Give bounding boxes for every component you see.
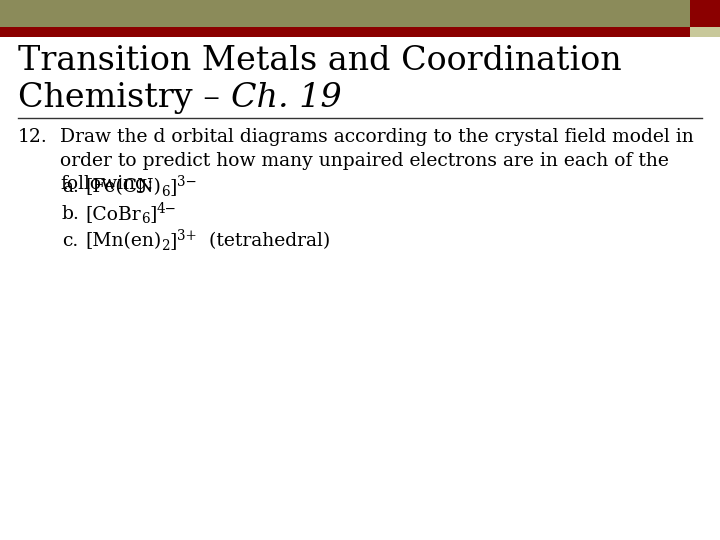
Text: ]: ]: [170, 232, 177, 251]
Text: 4−: 4−: [157, 202, 176, 216]
Text: 3−: 3−: [177, 175, 197, 189]
Text: Chemistry –: Chemistry –: [18, 82, 230, 114]
Text: (tetrahedral): (tetrahedral): [197, 232, 330, 251]
Text: c.: c.: [62, 232, 78, 251]
Text: 3+: 3+: [177, 230, 197, 244]
Text: [CoBr: [CoBr: [85, 205, 140, 223]
Text: [Mn(en): [Mn(en): [85, 232, 161, 251]
Text: Transition Metals and Coordination: Transition Metals and Coordination: [18, 45, 621, 77]
Text: ]: ]: [149, 205, 157, 223]
Text: ]: ]: [169, 178, 177, 196]
Text: [Fe(CN): [Fe(CN): [85, 178, 161, 196]
Text: Ch. 19: Ch. 19: [230, 82, 341, 114]
Text: 6: 6: [161, 185, 169, 199]
Text: 12.: 12.: [18, 128, 48, 146]
Text: 6: 6: [140, 212, 149, 226]
Text: b.: b.: [62, 205, 80, 223]
Text: Draw the d orbital diagrams according to the crystal field model in
order to pre: Draw the d orbital diagrams according to…: [60, 128, 694, 193]
Text: a.: a.: [62, 178, 79, 196]
Text: 2: 2: [161, 239, 170, 253]
